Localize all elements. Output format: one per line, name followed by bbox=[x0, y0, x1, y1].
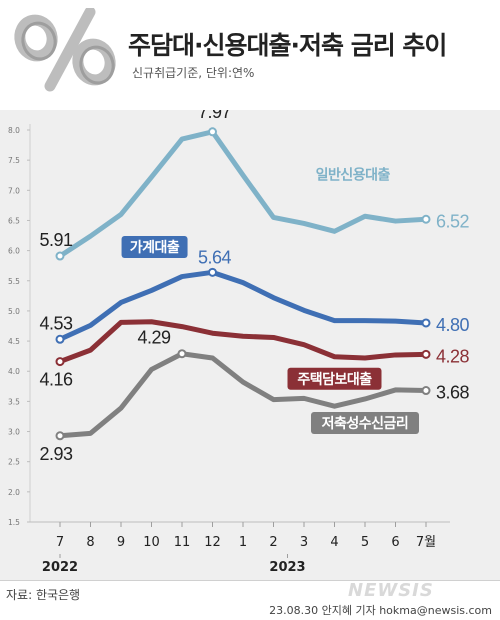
general-credit-value-label: 7.97 bbox=[198, 110, 232, 122]
y-tick-label: 7.0 bbox=[8, 186, 20, 195]
savings-marker bbox=[55, 431, 65, 441]
household-name-box bbox=[121, 236, 188, 259]
mortgage-name-label: 주택담보대출 bbox=[297, 371, 372, 388]
general-credit-value-label: 6.52 bbox=[436, 211, 470, 231]
y-tick-label: 4.0 bbox=[8, 367, 20, 376]
y-tick-label: 2.5 bbox=[8, 458, 20, 467]
general-credit-value-label: 5.91 bbox=[39, 230, 73, 250]
y-tick-label: 3.5 bbox=[8, 397, 20, 406]
chart-title: 주담대·신용대출·저축 금리 추이 bbox=[128, 31, 447, 60]
mortgage-marker bbox=[55, 357, 65, 367]
y-tick-label: 4.5 bbox=[8, 337, 20, 346]
y-tick-label: 5.5 bbox=[8, 277, 20, 286]
household-marker bbox=[421, 318, 431, 328]
header: 주담대·신용대출·저축 금리 추이 신규취급기준, 단위:연% bbox=[0, 0, 500, 100]
x-tick-label: 8 bbox=[86, 535, 94, 550]
x-tick-label: 9 bbox=[117, 535, 125, 550]
x-tick-label: 3 bbox=[300, 535, 308, 550]
y-tick-label: 5.0 bbox=[8, 307, 20, 316]
savings-name-box bbox=[311, 411, 419, 434]
mortgage-line bbox=[57, 319, 429, 365]
general-credit-line bbox=[57, 129, 429, 259]
household-marker bbox=[208, 267, 217, 277]
y-tick-label: 6.5 bbox=[8, 216, 20, 225]
general-credit-marker bbox=[55, 251, 65, 261]
x-tick-label: 11 bbox=[174, 535, 191, 550]
x-tick-label: 1 bbox=[239, 535, 247, 550]
x-tick-label: 7 bbox=[56, 535, 64, 550]
chart-subtitle: 신규취급기준, 단위:연% bbox=[132, 66, 255, 80]
household-name-label: 가계대출 bbox=[130, 239, 180, 256]
general-credit-marker bbox=[421, 214, 431, 224]
savings-marker bbox=[177, 349, 187, 359]
y-tick-label: 1.5 bbox=[8, 518, 20, 527]
y-tick-label: 6.0 bbox=[8, 247, 20, 256]
source-note: 자료: 한국은행 bbox=[6, 588, 81, 602]
year-label: 2023 bbox=[269, 560, 305, 575]
general-credit-name-label: 일반신용대출 bbox=[316, 166, 391, 183]
mortgage-value-label: 4.28 bbox=[436, 346, 470, 366]
percent-logo-icon bbox=[6, 6, 124, 96]
savings-line bbox=[57, 351, 429, 439]
agency-logo: NEWSIS bbox=[348, 580, 434, 601]
savings-value-label: 3.68 bbox=[436, 383, 470, 403]
y-tick-label: 8.0 bbox=[8, 126, 20, 135]
x-tick-label: 2 bbox=[269, 535, 277, 550]
x-tick-label: 12 bbox=[204, 535, 221, 550]
mortgage-name-box bbox=[287, 367, 382, 390]
x-tick-label: 4 bbox=[330, 535, 338, 550]
savings-value-label: 2.93 bbox=[39, 444, 73, 464]
savings-name-label: 저축성수신금리 bbox=[322, 416, 409, 432]
savings-value-label: 4.29 bbox=[137, 328, 171, 348]
household-marker bbox=[55, 334, 65, 344]
y-tick-label: 2.0 bbox=[8, 488, 20, 497]
household-value-label: 4.80 bbox=[436, 315, 470, 335]
y-tick-label: 7.5 bbox=[8, 156, 20, 165]
x-tick-label: 5 bbox=[361, 535, 369, 550]
general-credit-marker bbox=[208, 127, 217, 137]
household-value-label: 5.64 bbox=[198, 247, 232, 267]
x-tick-label: 10 bbox=[143, 535, 160, 550]
savings-marker bbox=[421, 386, 431, 396]
x-tick-label: 7월 bbox=[416, 535, 436, 550]
household-value-label: 4.53 bbox=[39, 313, 73, 333]
x-tick-label: 6 bbox=[391, 535, 399, 550]
rate-trend-chart: 1.5 2.0 2.5 3.0 3.5 4.0 4.5 5.0 5.5 6.0 6.5 7.0 7.5 8… bbox=[8, 110, 470, 575]
chart-area: 1.5 2.0 2.5 3.0 3.5 4.0 4.5 5.0 5.5 6.0 6.5 7.0 7.5 8… bbox=[0, 110, 500, 580]
mortgage-marker bbox=[421, 349, 431, 359]
mortgage-value-label: 4.16 bbox=[39, 370, 73, 390]
y-tick-label: 3.0 bbox=[8, 428, 20, 437]
footer-divider bbox=[0, 580, 500, 581]
year-label: 2022 bbox=[42, 560, 78, 575]
household-line bbox=[57, 269, 429, 342]
credit-line: 23.08.30 안지혜 기자 hokma@newsis.com bbox=[269, 604, 492, 617]
